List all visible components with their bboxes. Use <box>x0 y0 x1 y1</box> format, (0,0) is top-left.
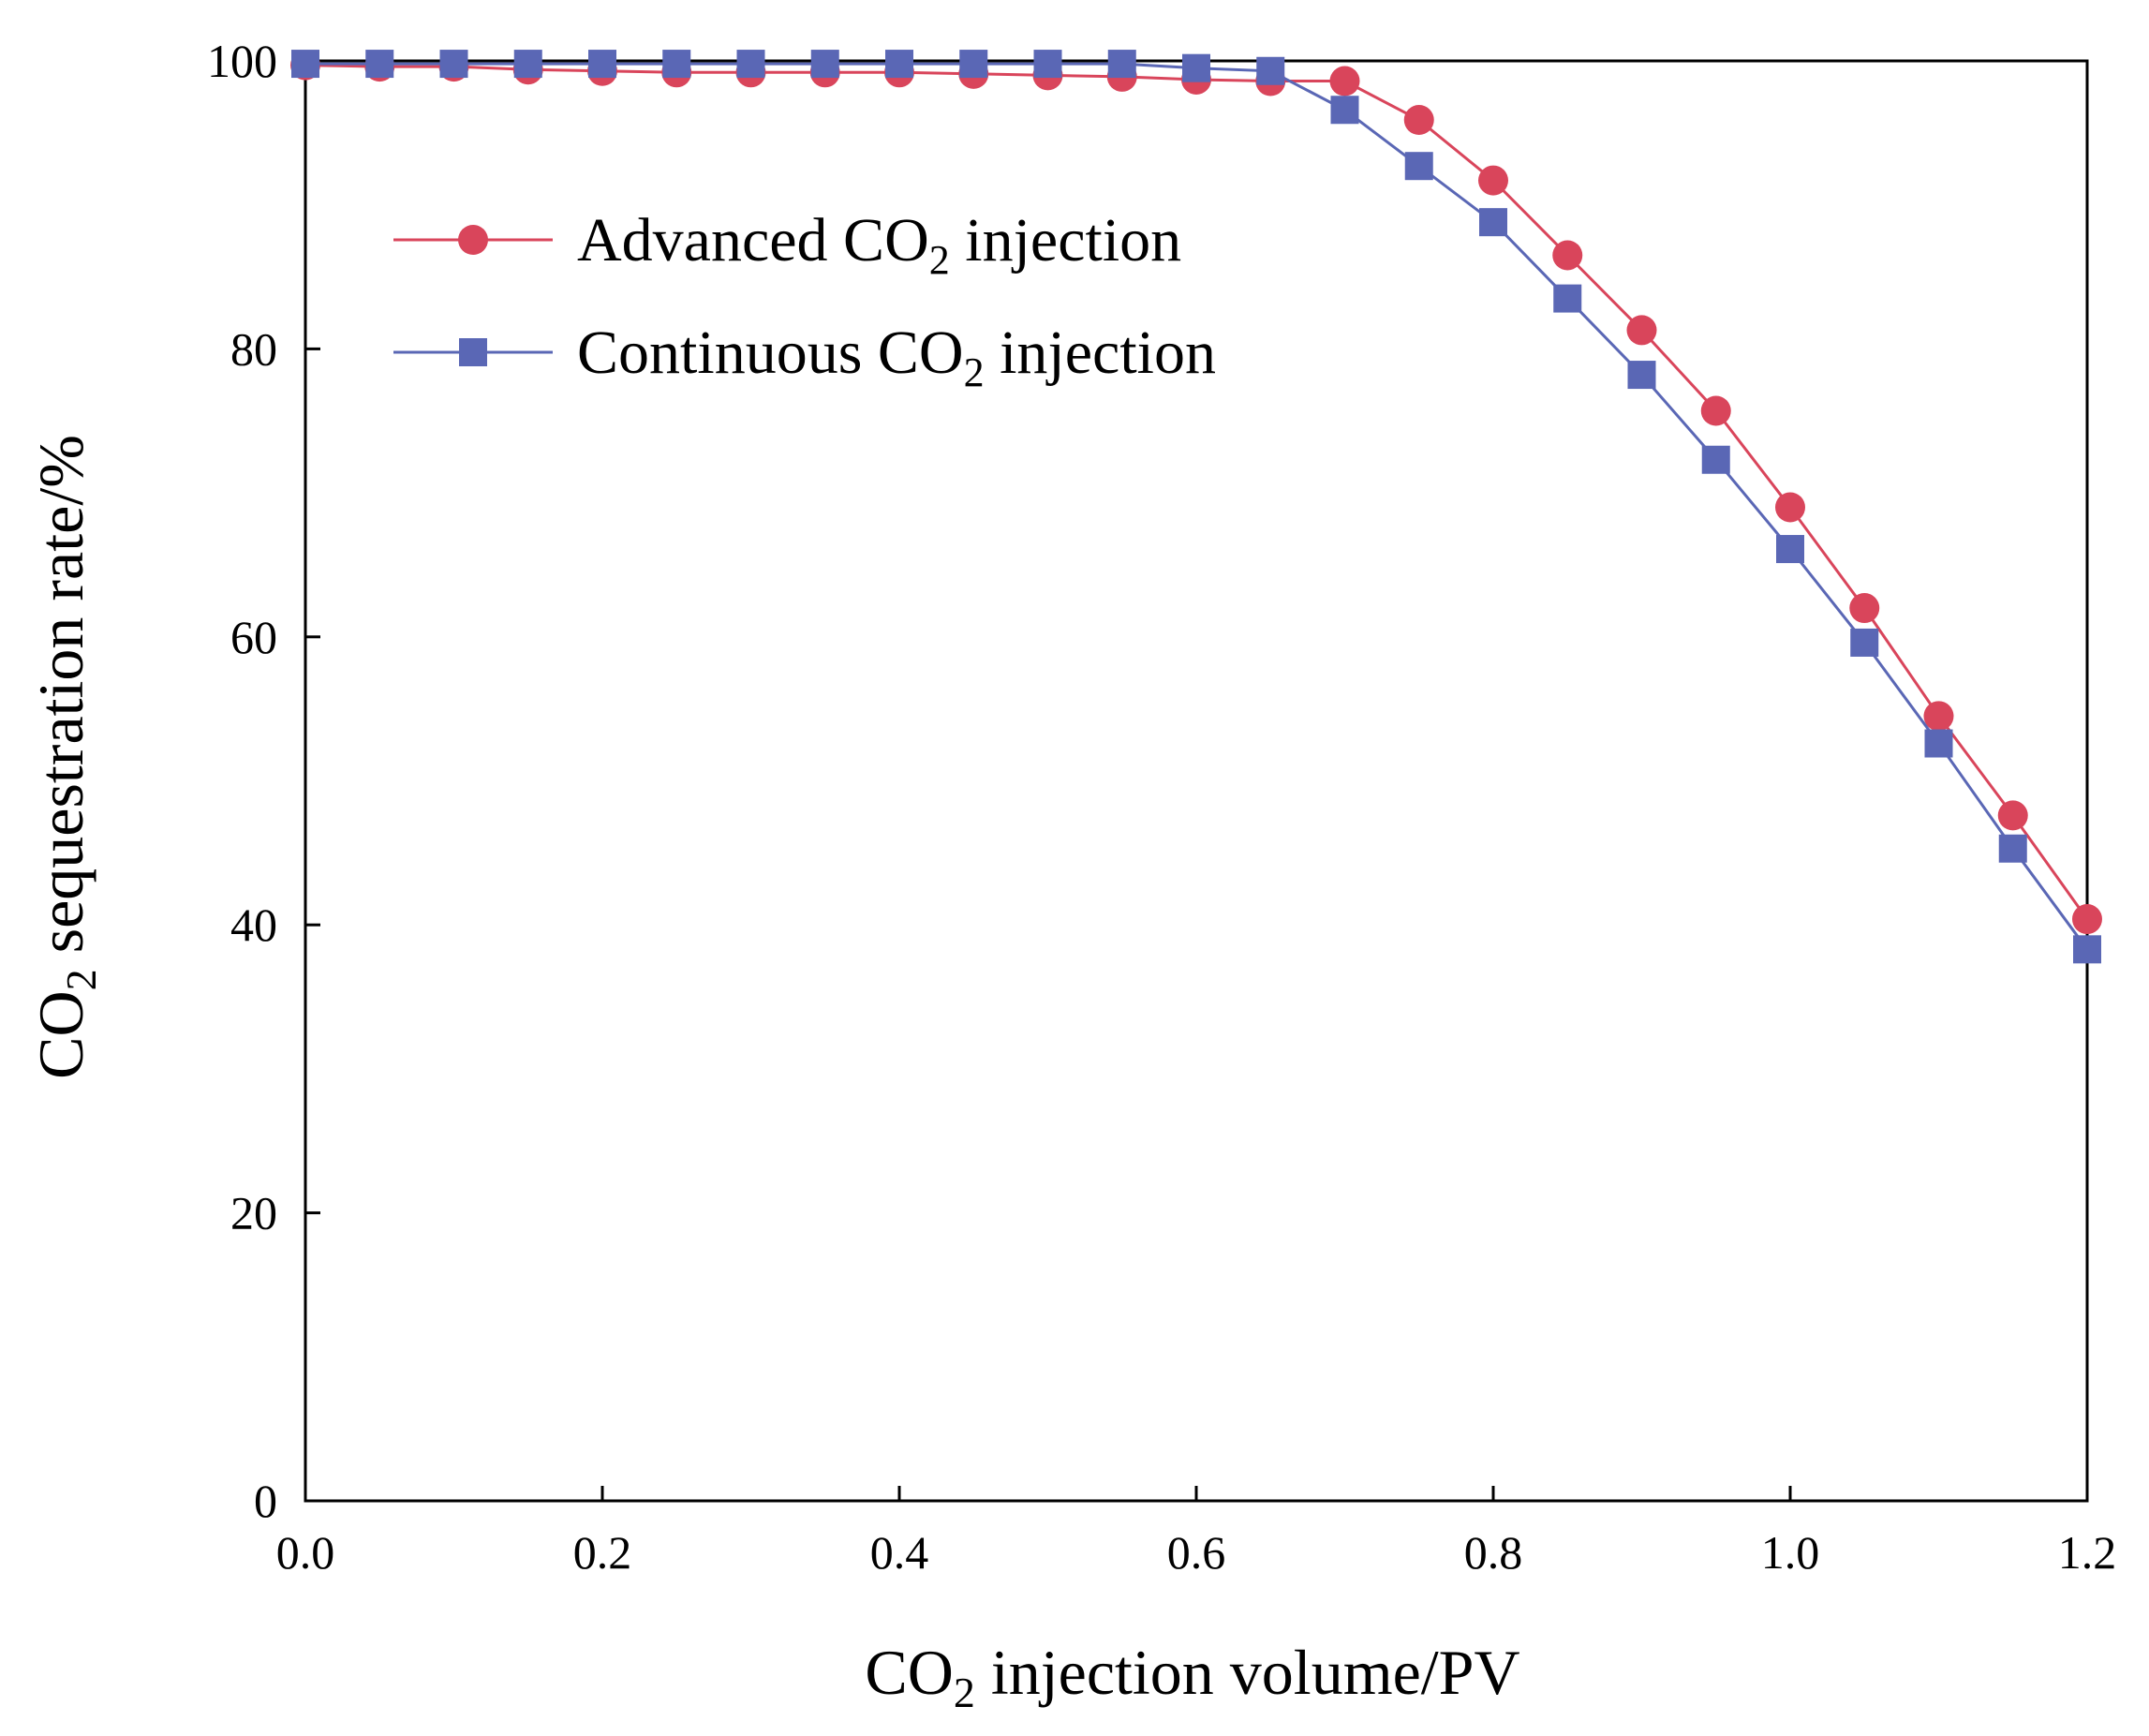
x-tick-label: 0.4 <box>870 1526 929 1579</box>
data-point <box>1924 729 1953 758</box>
data-point <box>588 50 616 79</box>
data-point <box>1403 105 1434 136</box>
data-point <box>1552 240 1583 271</box>
y-tick-label: 80 <box>230 322 277 375</box>
y-tick-label: 100 <box>207 35 277 87</box>
x-tick-label: 0.6 <box>1167 1526 1226 1579</box>
y-tick-label: 60 <box>230 611 277 663</box>
series-2 <box>291 50 2101 964</box>
data-point <box>662 50 691 79</box>
data-point <box>1923 701 1954 732</box>
x-tick-label: 0.8 <box>1464 1526 1523 1579</box>
x-tick-label: 1.2 <box>2058 1526 2117 1579</box>
data-point <box>1626 315 1657 346</box>
data-point <box>1182 53 1210 82</box>
data-point <box>1775 492 1805 523</box>
legend-entry-2: Continuous CO2 injection <box>393 319 1216 395</box>
legend-label: Advanced CO2 injection <box>577 206 1181 283</box>
data-point <box>1404 152 1433 181</box>
data-point <box>1553 284 1582 313</box>
data-point <box>291 50 319 79</box>
legend-marker <box>458 225 488 255</box>
data-point <box>1849 593 1880 624</box>
data-point <box>1627 361 1656 390</box>
data-point <box>736 50 765 79</box>
x-tick-label: 1.0 <box>1761 1526 1820 1579</box>
x-axis-title: CO2 injection volume/PV <box>865 1637 1519 1716</box>
legend: Advanced CO2 injection Continuous CO2 inj… <box>393 206 1216 395</box>
legend-entry-1: Advanced CO2 injection <box>393 206 1181 283</box>
data-point <box>1478 165 1508 196</box>
data-point <box>439 50 468 79</box>
series-layer <box>290 50 2102 964</box>
data-point <box>1479 208 1507 237</box>
data-point <box>1776 535 1804 564</box>
data-point <box>1997 800 2028 831</box>
data-point <box>365 50 394 79</box>
data-point <box>1256 56 1285 85</box>
y-tick-label: 40 <box>230 898 277 951</box>
data-point <box>959 50 988 79</box>
x-tick-label: 0.0 <box>276 1526 335 1579</box>
data-point <box>2073 935 2101 964</box>
y-tick-label: 20 <box>230 1187 277 1239</box>
y-axis-title: CO2 sequestration rate/% <box>25 435 105 1079</box>
legend-marker <box>459 338 487 366</box>
data-point <box>1329 66 1360 96</box>
data-point <box>1107 50 1136 79</box>
y-tick-label: 0 <box>254 1475 277 1527</box>
data-point <box>1700 395 1731 426</box>
data-point <box>2072 904 2102 935</box>
data-point <box>1330 96 1359 125</box>
x-tick-label: 0.2 <box>573 1526 632 1579</box>
data-point <box>1850 628 1879 657</box>
axes: 0.0 0.2 0.4 0.6 0.8 1.0 1.2 0 20 40 60 80 100 <box>207 35 2116 1579</box>
data-point <box>1998 834 2027 863</box>
data-point <box>810 50 839 79</box>
data-point <box>1701 445 1730 474</box>
data-point <box>885 50 913 79</box>
data-point <box>1033 50 1062 79</box>
legend-label: Continuous CO2 injection <box>577 319 1216 395</box>
data-point <box>513 50 542 79</box>
